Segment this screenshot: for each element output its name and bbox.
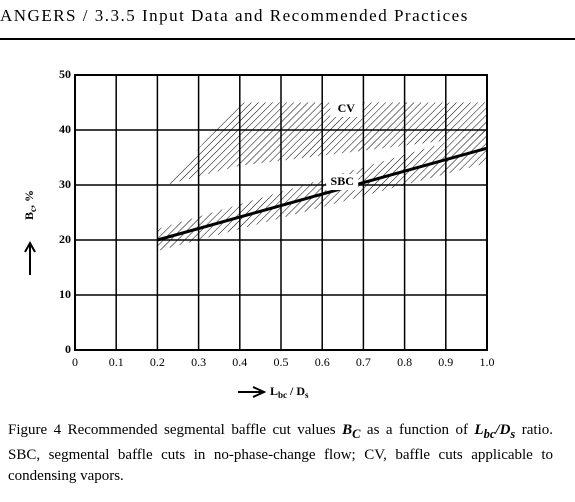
x-tick-label: 0.8 — [397, 355, 412, 369]
y-tick-label: 30 — [59, 177, 71, 191]
figure-caption: Figure 4 Recommended segmental baffle cu… — [8, 420, 553, 487]
caption-math: D — [499, 422, 511, 438]
y-axis-label: Bc, % — [22, 190, 38, 220]
plot-frame — [74, 74, 488, 351]
x-tick-label: 0.7 — [356, 355, 371, 369]
chart: Bc, % Lbc / Ds 0 10 20 30 40 50 0 0.1 0.2 0.3 0.4 0… — [22, 67, 495, 400]
caption-text: as a function of — [360, 422, 475, 438]
caption-math: B — [342, 422, 353, 438]
x-tick-label: 0.6 — [315, 355, 330, 369]
x-tick-label: 0.1 — [109, 355, 124, 369]
caption-text: Figure 4 Recommended segmental baffle cu… — [8, 422, 343, 438]
x-tick-label: 0.5 — [274, 355, 289, 369]
page-header: ANGERS / 3.3.5 Input Data and Recommende… — [0, 6, 575, 40]
x-axis-label: Lbc / Ds — [270, 384, 309, 400]
x-tick-label: 0.4 — [232, 355, 247, 369]
caption-math: C — [352, 427, 361, 441]
caption-math: L — [474, 422, 484, 438]
y-tick-label: 0 — [65, 342, 71, 356]
x-axis-arrow — [238, 386, 267, 398]
y-tick-label: 10 — [59, 287, 71, 301]
hatched-band — [157, 130, 487, 251]
y-tick-label: 50 — [59, 67, 71, 81]
caption-math: / — [495, 422, 500, 438]
trend-line — [156, 146, 488, 242]
x-tick-label: 1.0 — [480, 355, 495, 369]
series-label: SBC — [331, 174, 354, 188]
caption-math: s — [510, 427, 516, 441]
x-tick-label: 0.2 — [150, 355, 165, 369]
y-axis-arrow — [24, 240, 36, 275]
label-background — [330, 101, 363, 117]
hatched-band — [165, 102, 487, 185]
caption-math: bc — [483, 427, 496, 441]
series-label: CV — [338, 101, 356, 115]
y-tick-label: 40 — [59, 122, 71, 136]
x-tick-label: 0.3 — [191, 355, 206, 369]
y-tick-label: 20 — [59, 232, 71, 246]
x-tick-label: 0.9 — [438, 355, 453, 369]
caption-text: ratio. SBC, segmental baffle cuts in no-… — [8, 422, 554, 484]
x-tick-label: 0 — [72, 355, 78, 369]
label-background — [326, 174, 359, 191]
